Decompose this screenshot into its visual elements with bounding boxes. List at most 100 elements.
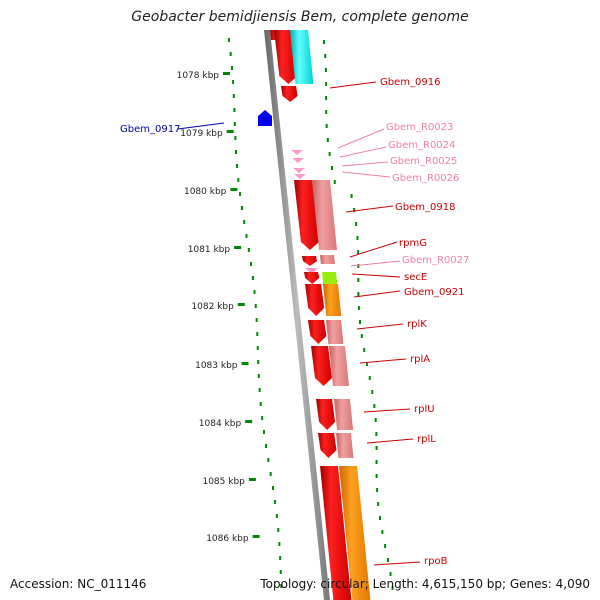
gc-dot [373, 404, 376, 408]
gc-dot [356, 236, 359, 240]
gc-dot [237, 178, 240, 182]
gc-dot [257, 360, 260, 364]
gene-label-gbem-0916: Gbem_0916 [329, 77, 440, 89]
kbp-tick [230, 188, 238, 191]
gc-dot [271, 486, 274, 490]
cog-bar [326, 320, 344, 344]
leader-line [339, 146, 387, 158]
gene-features [258, 30, 371, 600]
gc-dot [357, 306, 360, 310]
gc-dot [384, 544, 387, 548]
gene-label-gbem-0921: Gbem_0921 [353, 287, 464, 298]
gc-dot [255, 318, 258, 322]
gc-dot [275, 514, 278, 518]
gc-dot [363, 348, 366, 352]
gc-dot [350, 194, 353, 198]
cds-arrow-rpla [311, 346, 332, 386]
gc-dot [247, 248, 250, 252]
gc-dot [274, 500, 277, 504]
gene-label-gbem-r0027: Gbem_R0027 [350, 255, 469, 267]
gene-label-text: Gbem_R0023 [386, 122, 453, 133]
gene-label-rpob: rpoB [373, 556, 448, 567]
gc-dot [325, 110, 328, 114]
kbp-tick-label: 1083 kbp [195, 361, 238, 371]
kbp-tick [223, 72, 230, 75]
gene-label-gbem-r0026: Gbem_R0026 [341, 171, 459, 184]
gc-dot [386, 558, 389, 562]
trna-chevron [294, 174, 306, 179]
kbp-tick [237, 303, 245, 306]
leader-line [366, 438, 414, 444]
gc-dot [357, 264, 360, 268]
gc-dot [375, 432, 378, 436]
kbp-tick-label: 1086 kbp [206, 534, 249, 544]
gc-dot [280, 584, 283, 588]
gc-dot [375, 460, 378, 464]
gene-label-text: rplL [417, 434, 436, 445]
leader-line [356, 323, 404, 330]
gc-dot [251, 276, 254, 280]
cog-bar [336, 433, 354, 458]
kbp-tick-label: 1080 kbp [184, 187, 227, 197]
gc-dot [256, 346, 259, 350]
gc-dot [381, 530, 384, 534]
gc-dot [235, 164, 238, 168]
gc-dot [378, 516, 381, 520]
leader-line [177, 122, 225, 130]
gc-dot [269, 472, 272, 476]
gc-dot [235, 150, 238, 154]
genome-backbone [264, 30, 330, 600]
gc-dot [265, 444, 268, 448]
cog-bar [329, 346, 349, 386]
gc-dot [267, 458, 270, 462]
gc-dot [231, 66, 234, 70]
cog-bar [322, 272, 338, 284]
gc-dot [326, 138, 329, 142]
gc-dot [261, 416, 264, 420]
gc-dot [232, 80, 235, 84]
cds-arrow-gbem-0921 [305, 284, 325, 316]
kbp-tick-label: 1079 kbp [180, 129, 223, 139]
gc-dot [374, 418, 377, 422]
kbp-tick [226, 130, 234, 133]
gene-label-text: Gbem_R0025 [390, 156, 457, 167]
gc-dot [377, 502, 380, 506]
cds-arrow-rplk [308, 320, 327, 344]
gene-label-sece: secE [351, 272, 427, 283]
leader-line [373, 561, 421, 566]
gene-label-text: Gbem_R0024 [388, 140, 455, 151]
gene-label-rpla: rplA [359, 354, 430, 365]
accession-text: Accession: NC_011146 [10, 577, 147, 591]
leader-line [329, 81, 377, 89]
rna-feature [305, 268, 318, 274]
gene-label-text: secE [404, 272, 427, 283]
gene-label-text: rplK [407, 319, 427, 330]
genome-summary-text: Topology: circular; Length: 4,615,150 bp… [260, 577, 590, 591]
gc-dot [389, 572, 392, 576]
gc-dot [353, 208, 356, 212]
gc-dot [357, 250, 360, 254]
gc-dot [277, 528, 280, 532]
cog-bar [320, 255, 335, 264]
gene-label-text: Gbem_R0027 [402, 255, 469, 266]
gene-label-gbem-0918: Gbem_0918 [345, 202, 455, 213]
gc-dot [240, 206, 243, 210]
gc-dot [249, 262, 252, 266]
leader-line [341, 171, 391, 178]
gc-dot [359, 320, 362, 324]
kbp-tick [241, 362, 249, 365]
gene-label-gbem-0917: Gbem_0917 [120, 122, 225, 135]
leader-line [349, 241, 398, 258]
gc-dot [245, 234, 248, 238]
gc-dot [234, 136, 237, 140]
kbp-tick-label: 1085 kbp [202, 477, 245, 487]
gc-dot [256, 332, 259, 336]
cds-arrow-rpmg [302, 256, 317, 266]
leader-line [345, 205, 394, 213]
gc-dot [322, 40, 325, 44]
cds-arrow-rpob [320, 466, 352, 600]
gc-dot [243, 220, 246, 224]
gc-dot [254, 304, 257, 308]
